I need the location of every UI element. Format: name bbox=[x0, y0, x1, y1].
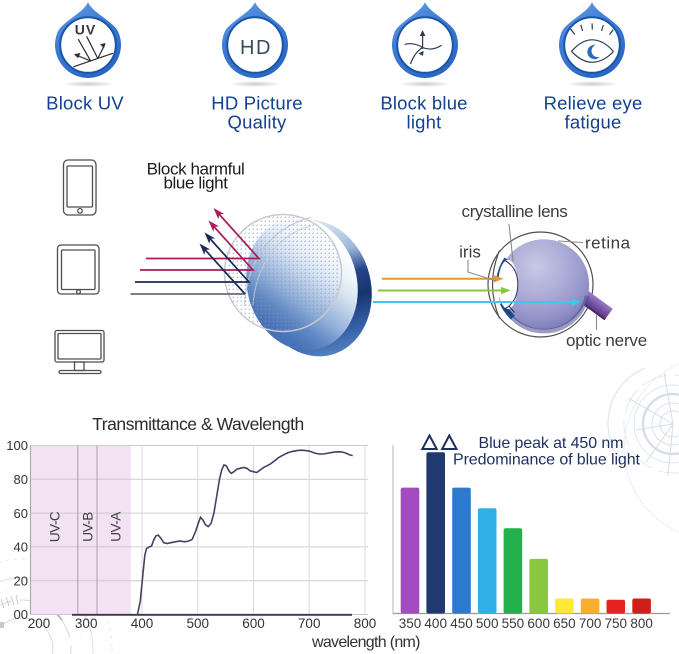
svg-text:UV-B: UV-B bbox=[81, 512, 96, 542]
svg-text:light: light bbox=[407, 112, 442, 133]
svg-text:700: 700 bbox=[298, 616, 321, 631]
svg-text:200: 200 bbox=[28, 616, 51, 631]
svg-text:450: 450 bbox=[450, 616, 473, 631]
svg-text:crystalline lens: crystalline lens bbox=[462, 202, 568, 221]
svg-text:Block blue: Block blue bbox=[380, 93, 467, 114]
svg-text:UV-A: UV-A bbox=[109, 512, 124, 542]
svg-text:HD: HD bbox=[240, 37, 272, 59]
svg-text:wavelength (nm): wavelength (nm) bbox=[311, 634, 420, 651]
svg-text:UV: UV bbox=[75, 22, 96, 38]
svg-text:fatigue: fatigue bbox=[565, 112, 622, 133]
svg-text:650: 650 bbox=[553, 616, 576, 631]
svg-text:blue light: blue light bbox=[163, 174, 228, 193]
svg-text:retina: retina bbox=[585, 234, 631, 253]
svg-text:800: 800 bbox=[354, 616, 377, 631]
svg-text:20: 20 bbox=[14, 574, 28, 589]
svg-text:Block harmful: Block harmful bbox=[147, 160, 245, 179]
svg-text:100: 100 bbox=[6, 438, 28, 453]
svg-text:HD Picture: HD Picture bbox=[211, 93, 302, 114]
svg-text:600: 600 bbox=[242, 616, 265, 631]
svg-text:optic nerve: optic nerve bbox=[566, 331, 647, 350]
svg-text:iris: iris bbox=[459, 243, 481, 262]
svg-text:Blue peak at 450 nm: Blue peak at 450 nm bbox=[479, 435, 624, 452]
svg-text:700: 700 bbox=[579, 616, 602, 631]
svg-text:Transmittance & Wavelength: Transmittance & Wavelength bbox=[92, 414, 304, 434]
svg-text:350: 350 bbox=[399, 616, 422, 631]
svg-text:00: 00 bbox=[14, 607, 28, 622]
svg-text:750: 750 bbox=[605, 616, 628, 631]
svg-text:60: 60 bbox=[14, 506, 28, 521]
svg-text:Quality: Quality bbox=[228, 112, 288, 133]
svg-text:550: 550 bbox=[502, 616, 525, 631]
svg-text:800: 800 bbox=[630, 616, 653, 631]
svg-text:600: 600 bbox=[527, 616, 550, 631]
svg-text:40: 40 bbox=[14, 540, 28, 555]
svg-text:400: 400 bbox=[131, 616, 154, 631]
svg-text:Block UV: Block UV bbox=[46, 93, 124, 114]
svg-text:500: 500 bbox=[476, 616, 499, 631]
svg-text:Predominance of blue light: Predominance of blue light bbox=[453, 452, 641, 469]
svg-text:80: 80 bbox=[14, 472, 28, 487]
svg-text:400: 400 bbox=[424, 616, 447, 631]
svg-text:300: 300 bbox=[75, 616, 98, 631]
svg-text:500: 500 bbox=[187, 616, 210, 631]
svg-text:UV-C: UV-C bbox=[48, 511, 63, 542]
svg-text:Relieve eye: Relieve eye bbox=[544, 93, 643, 114]
